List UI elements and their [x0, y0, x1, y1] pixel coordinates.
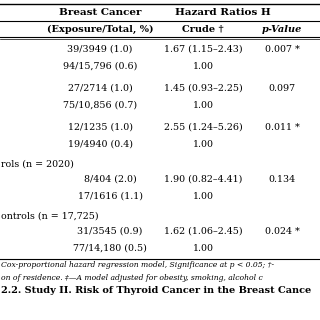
Text: 1.67 (1.15–2.43): 1.67 (1.15–2.43): [164, 45, 242, 54]
Text: 0.024 *: 0.024 *: [265, 227, 300, 236]
Text: 8/404 (2.0): 8/404 (2.0): [84, 175, 136, 184]
Text: Breast Cancer: Breast Cancer: [59, 8, 141, 17]
Text: 12/1235 (1.0): 12/1235 (1.0): [68, 123, 132, 132]
Text: 0.011 *: 0.011 *: [265, 123, 300, 132]
Text: 2.55 (1.24–5.26): 2.55 (1.24–5.26): [164, 123, 242, 132]
Text: 27/2714 (1.0): 27/2714 (1.0): [68, 84, 132, 93]
Text: 19/4940 (0.4): 19/4940 (0.4): [68, 140, 132, 149]
Text: 31/3545 (0.9): 31/3545 (0.9): [77, 227, 143, 236]
Text: p-Value: p-Value: [262, 25, 302, 34]
Text: on of residence. ‡—A model adjusted for obesity, smoking, alcohol c: on of residence. ‡—A model adjusted for …: [1, 274, 263, 282]
Text: 1.00: 1.00: [193, 101, 213, 110]
Text: 0.134: 0.134: [268, 175, 296, 184]
Text: rols (n = 2020): rols (n = 2020): [1, 160, 74, 169]
Text: 94/15,796 (0.6): 94/15,796 (0.6): [63, 62, 137, 71]
Text: 0.097: 0.097: [268, 84, 296, 93]
Text: Cox-proportional hazard regression model, Significance at p < 0.05; †-: Cox-proportional hazard regression model…: [1, 261, 274, 269]
Text: (Exposure/Total, %): (Exposure/Total, %): [47, 24, 153, 34]
Text: 1.00: 1.00: [193, 140, 213, 149]
Text: 39/3949 (1.0): 39/3949 (1.0): [67, 45, 133, 54]
Text: Crude †: Crude †: [182, 25, 224, 34]
Text: 1.00: 1.00: [193, 192, 213, 201]
Text: Hazard Ratios H: Hazard Ratios H: [175, 8, 271, 17]
Text: 0.007 *: 0.007 *: [265, 45, 300, 54]
Text: 2.2. Study II. Risk of Thyroid Cancer in the Breast Cance: 2.2. Study II. Risk of Thyroid Cancer in…: [1, 286, 311, 295]
Text: 17/1616 (1.1): 17/1616 (1.1): [77, 192, 142, 201]
Text: ontrols (n = 17,725): ontrols (n = 17,725): [1, 212, 99, 221]
Text: 1.00: 1.00: [193, 62, 213, 71]
Text: 75/10,856 (0.7): 75/10,856 (0.7): [63, 101, 137, 110]
Text: 1.45 (0.93–2.25): 1.45 (0.93–2.25): [164, 84, 242, 93]
Text: 77/14,180 (0.5): 77/14,180 (0.5): [73, 244, 147, 253]
Text: 1.90 (0.82–4.41): 1.90 (0.82–4.41): [164, 175, 242, 184]
Text: 1.62 (1.06–2.45): 1.62 (1.06–2.45): [164, 227, 242, 236]
Text: 1.00: 1.00: [193, 244, 213, 253]
